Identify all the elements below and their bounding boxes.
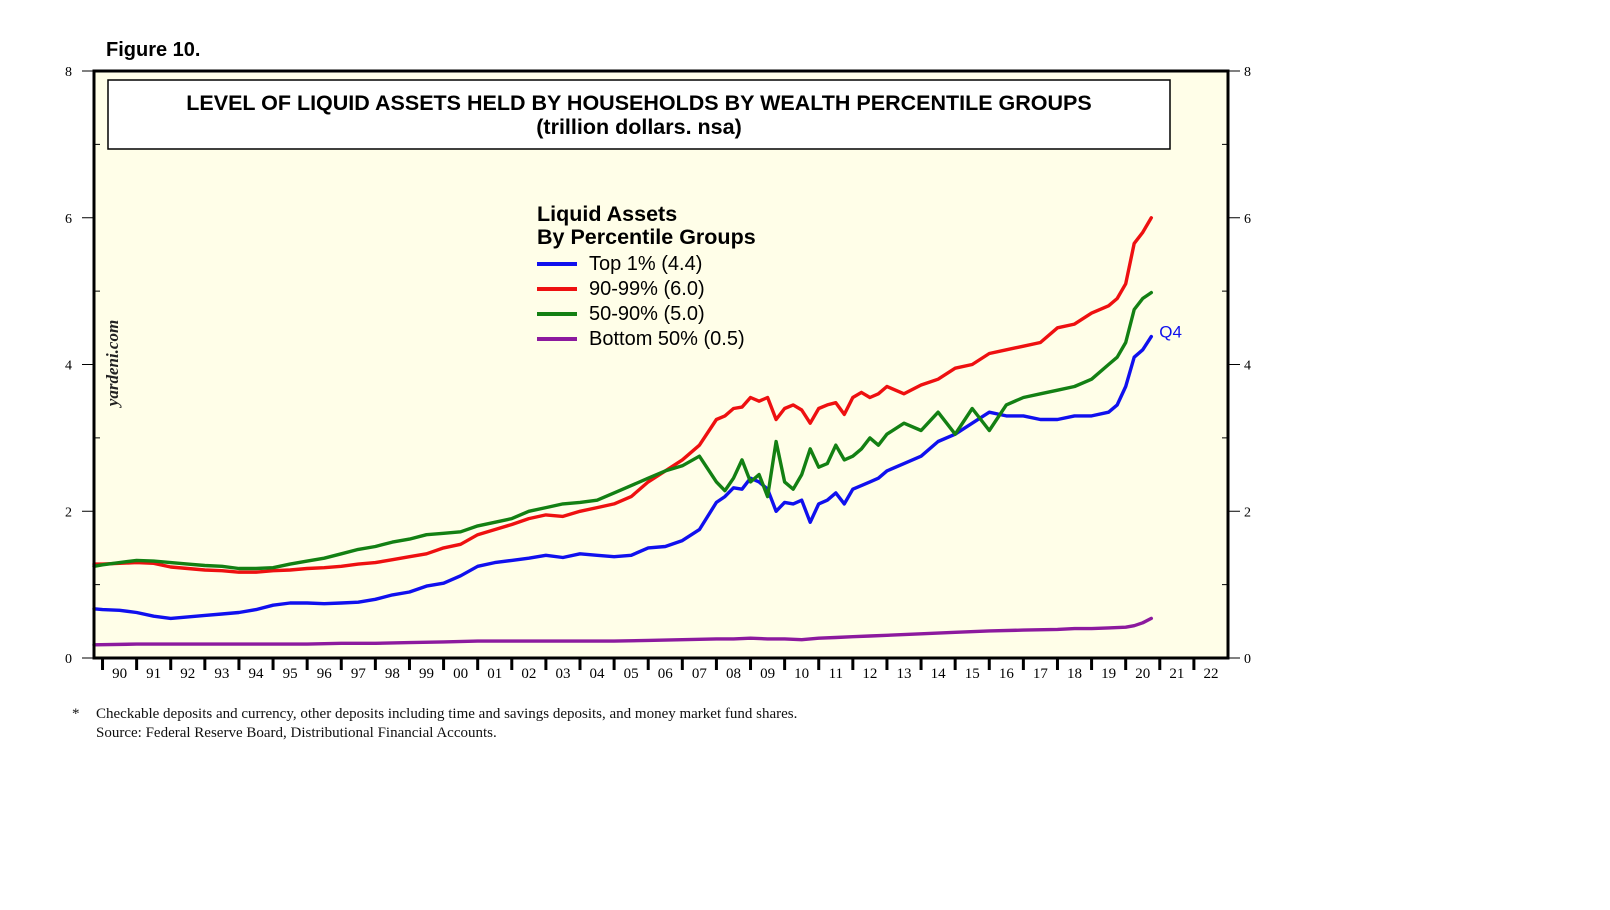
legend-label: Top 1% (4.4) [589, 253, 702, 275]
x-tick-label: 22 [1203, 666, 1218, 682]
figure-label: Figure 10. [106, 39, 200, 61]
x-tick-label: 13 [897, 666, 912, 682]
x-tick-label: 93 [214, 666, 229, 682]
legend-label: Bottom 50% (0.5) [589, 328, 745, 350]
axis-ticks [82, 70, 1240, 670]
x-tick-label: 05 [624, 666, 639, 682]
legend-label: 90-99% (6.0) [589, 278, 705, 300]
footnote-line1: Checkable deposits and currency, other d… [96, 706, 798, 722]
x-tick-label: 92 [180, 666, 195, 682]
x-tick-label: 97 [351, 666, 367, 682]
legend: Liquid Assets By Percentile Groups Top 1… [537, 202, 756, 350]
x-tick-label: 14 [931, 666, 947, 682]
series-line [92, 616, 1154, 647]
x-tick-label: 21 [1169, 666, 1184, 682]
y-tick-label-left: 8 [65, 65, 72, 80]
plot-area [94, 71, 1228, 658]
x-tick-label: 16 [999, 666, 1015, 682]
x-tick-label: 19 [1101, 666, 1116, 682]
watermark: yardeni.com [103, 320, 122, 408]
x-tick-label: 98 [385, 666, 400, 682]
x-tick-label: 11 [829, 666, 843, 682]
footnote-line2: Source: Federal Reserve Board, Distribut… [96, 725, 497, 741]
title-box [107, 79, 1171, 150]
x-tick-label: 12 [862, 666, 877, 682]
x-tick-label: 18 [1067, 666, 1082, 682]
y-tick-label-left: 6 [65, 212, 72, 227]
x-tick-label: 95 [283, 666, 298, 682]
series-line [92, 290, 1154, 571]
y-tick-label-right: 2 [1244, 505, 1251, 520]
x-tick-label: 94 [249, 666, 265, 682]
y-tick-label-left: 2 [65, 505, 72, 520]
series-lines [92, 216, 1154, 647]
x-tick-label: 01 [487, 666, 502, 682]
legend-label: 50-90% (5.0) [589, 303, 705, 325]
x-tick-label: 09 [760, 666, 775, 682]
footnote: * Checkable deposits and currency, other… [72, 705, 797, 743]
q4-annotation: Q4 [1159, 323, 1182, 342]
x-tick-label: 04 [590, 666, 606, 682]
series-line [92, 216, 1154, 574]
y-tick-label-right: 8 [1244, 65, 1251, 80]
x-tick-label: 10 [794, 666, 809, 682]
y-tick-label-left: 4 [65, 359, 72, 374]
y-tick-label-left: 0 [65, 652, 72, 667]
x-tick-label: 15 [965, 666, 980, 682]
x-tick-label: 07 [692, 666, 708, 682]
chart-subtitle: (trillion dollars. nsa) [536, 115, 741, 139]
legend-title-line2: By Percentile Groups [537, 225, 756, 249]
footnote-marker: * [72, 706, 80, 722]
plot-frame [92, 69, 1230, 660]
x-tick-label: 17 [1033, 666, 1049, 682]
x-tick-label: 99 [419, 666, 434, 682]
y-tick-label-right: 6 [1244, 212, 1251, 227]
x-tick-label: 03 [555, 666, 570, 682]
x-tick-label: 00 [453, 666, 468, 682]
x-tick-label: 96 [317, 666, 333, 682]
y-tick-label-right: 4 [1244, 359, 1251, 374]
x-tick-label: 91 [146, 666, 161, 682]
legend-title-line1: Liquid Assets [537, 202, 677, 226]
x-tick-label: 20 [1135, 666, 1150, 682]
y-tick-label-right: 0 [1244, 652, 1251, 667]
x-tick-label: 06 [658, 666, 674, 682]
x-tick-label: 08 [726, 666, 741, 682]
x-tick-label: 02 [521, 666, 536, 682]
chart-title: LEVEL OF LIQUID ASSETS HELD BY HOUSEHOLD… [186, 91, 1091, 115]
x-tick-label: 90 [112, 666, 127, 682]
